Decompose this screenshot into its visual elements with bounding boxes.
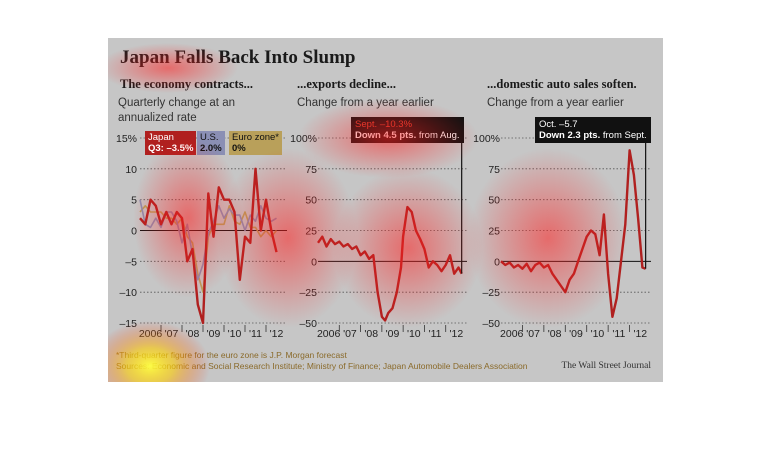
y-tick-label: 0 (311, 256, 317, 268)
x-tick-label: '09 (207, 328, 221, 340)
y-tick-label: 100% (473, 133, 500, 145)
x-tick-label: '07 (165, 328, 179, 340)
x-tick-label: '11 (429, 328, 442, 340)
series-line-japan (139, 167, 278, 325)
x-tick-label: '12 (633, 328, 647, 340)
y-tick-label: 25 (488, 226, 500, 238)
y-tick-label: 25 (305, 226, 317, 238)
x-tick-label: '09 (569, 328, 583, 340)
legend-japan-value: Q3: –3.5% (148, 143, 194, 154)
auto-annotation-bold: Down 2.3 pts. (539, 130, 601, 141)
legend-euro-value: 0% (232, 143, 246, 154)
legend-us-value: 2.0% (200, 143, 222, 154)
x-tick-label: 2006 (500, 328, 524, 340)
auto-annotation-rest: from Sept. (600, 130, 647, 141)
legend-us: U.S. 2.0% (197, 131, 225, 155)
x-tick-label: '10 (228, 328, 242, 340)
y-tick-label: –50 (299, 318, 317, 330)
x-tick-label: '10 (591, 328, 605, 340)
y-tick-label: 50 (305, 195, 317, 207)
series-line-japan (317, 205, 463, 322)
panel1-subtitle: Quarterly change at an annualized rate (118, 97, 235, 124)
y-tick-label: –50 (482, 318, 500, 330)
y-tick-label: 5 (131, 195, 137, 207)
legend-japan: Japan Q3: –3.5% (145, 131, 197, 155)
x-tick-label: '07 (526, 328, 540, 340)
x-tick-label: '07 (343, 328, 357, 340)
y-tick-label: 15% (116, 133, 137, 145)
y-tick-label: 50 (488, 195, 500, 207)
legend-us-name: U.S. (200, 132, 219, 143)
y-tick-label: 75 (305, 164, 317, 176)
y-tick-label: 75 (488, 164, 500, 176)
x-tick-label: 2006 (139, 328, 163, 340)
panel3-subtitle: Change from a year earlier (487, 97, 624, 109)
legend-euro: Euro zone* 0% (229, 131, 283, 155)
y-tick-label: –15 (119, 318, 137, 330)
x-tick-label: '11 (249, 328, 262, 340)
footnote: *Third-quarter figure for the euro zone … (116, 350, 347, 360)
y-tick-label: –25 (482, 287, 500, 299)
x-tick-label: '08 (186, 328, 200, 340)
y-tick-label: 100% (290, 133, 317, 145)
y-tick-label: 0 (131, 226, 137, 238)
x-tick-label: 2006 (317, 328, 341, 340)
sources: Sources: Economic and Social Research In… (116, 361, 528, 371)
panel3-title: ...domestic auto sales soften. (487, 77, 637, 91)
exports-annotation-rest: from Aug. (416, 130, 460, 141)
auto-annotation: Oct. –5.7 Down 2.3 pts. from Sept. (535, 117, 651, 143)
y-tick-label: –10 (119, 287, 137, 299)
x-tick-label: '09 (386, 328, 400, 340)
y-tick-label: 0 (494, 256, 500, 268)
x-tick-label: '11 (612, 328, 625, 340)
exports-annotation: Sept. –10.3% Down 4.5 pts. from Aug. (351, 117, 464, 143)
x-tick-label: '08 (364, 328, 378, 340)
x-tick-label: '08 (548, 328, 562, 340)
x-tick-label: '12 (270, 328, 284, 340)
y-tick-label: –5 (125, 256, 137, 268)
y-tick-label: 10 (125, 164, 137, 176)
exports-annotation-line1: Sept. –10.3% (355, 119, 413, 130)
source-credit: The Wall Street Journal (561, 361, 651, 371)
x-tick-label: '10 (407, 328, 421, 340)
x-tick-label: '12 (450, 328, 464, 340)
exports-annotation-bold: Down 4.5 pts. (355, 130, 417, 141)
y-tick-label: –25 (299, 287, 317, 299)
legend-japan-name: Japan (148, 132, 174, 143)
panel2-title: ...exports decline... (297, 77, 396, 91)
auto-annotation-line1: Oct. –5.7 (539, 119, 578, 130)
legend-euro-name: Euro zone* (232, 132, 280, 143)
